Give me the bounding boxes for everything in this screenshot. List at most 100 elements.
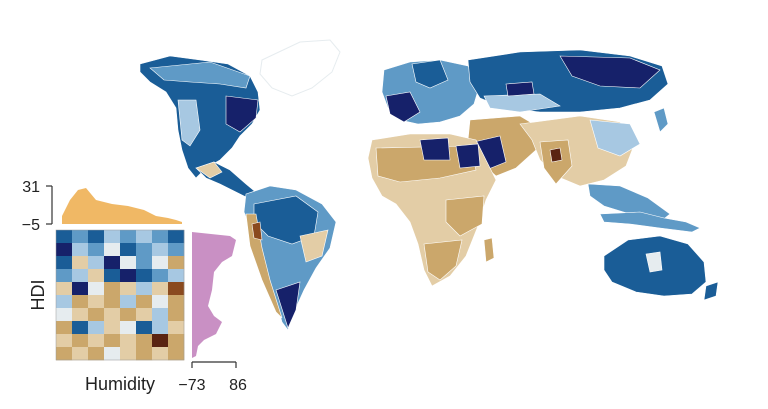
y-axis-label: HDI [28, 280, 48, 311]
grid-cell [56, 256, 73, 270]
grid-cell [136, 256, 153, 270]
grid-cell [168, 347, 185, 361]
grid-cell [72, 282, 89, 296]
brazil-east-band [299, 229, 329, 263]
southern-cone-band [275, 281, 301, 329]
grid-cell [168, 282, 185, 296]
top-histogram [62, 188, 182, 224]
grid-cell [120, 282, 137, 296]
grid-cell [72, 347, 89, 361]
grid-cell [88, 347, 105, 361]
right-histogram-max-label: 86 [229, 377, 247, 394]
grid-cell [72, 308, 89, 322]
siberia-dark-band [559, 55, 661, 89]
grid-cell [152, 282, 169, 296]
grid-cell [136, 308, 153, 322]
grid-cell [136, 334, 153, 348]
grid-cell [168, 321, 185, 335]
grid-cell [120, 334, 137, 348]
grid-cell [104, 256, 121, 270]
north-america-region [139, 55, 261, 179]
grid-cell [56, 308, 73, 322]
grid-cell [72, 230, 89, 244]
australia-pale-spot [645, 251, 663, 273]
japan-region [653, 107, 669, 133]
grid-cell [120, 243, 137, 257]
top-histogram-max-label: 31 [22, 179, 40, 196]
grid-cell [88, 243, 105, 257]
grid-cell [72, 334, 89, 348]
grid-cell [104, 282, 121, 296]
grid-cell [136, 282, 153, 296]
bivariate-grid [56, 230, 185, 361]
grid-cell [152, 347, 169, 361]
grid-cell [88, 256, 105, 270]
grid-cell [136, 243, 153, 257]
bivariate-legend: 31 −5 −73 86 Humidity HDI [22, 179, 247, 394]
north-america-east-band [225, 95, 259, 133]
grid-cell [168, 256, 185, 270]
grid-cell [168, 308, 185, 322]
grid-cell [56, 243, 73, 257]
north-america-west-band [177, 99, 201, 147]
grid-cell [120, 269, 137, 283]
grid-cell [88, 230, 105, 244]
grid-cell [88, 295, 105, 309]
right-histogram [192, 232, 236, 358]
grid-cell [72, 295, 89, 309]
grid-cell [120, 321, 137, 335]
grid-cell [136, 347, 153, 361]
east-asia-band [589, 119, 641, 157]
right-histogram-min-label: −73 [178, 377, 205, 394]
grid-cell [56, 295, 73, 309]
grid-cell [56, 321, 73, 335]
libya-dark-band [419, 137, 451, 161]
grid-cell [152, 243, 169, 257]
grid-cell [56, 269, 73, 283]
grid-cell [104, 230, 121, 244]
grid-cell [104, 295, 121, 309]
grid-cell [72, 256, 89, 270]
grid-cell [56, 334, 73, 348]
grid-cell [168, 230, 185, 244]
new-zealand-region [703, 281, 719, 301]
top-histogram-min-label: −5 [22, 217, 40, 234]
grid-cell [72, 243, 89, 257]
grid-cell [136, 321, 153, 335]
grid-cell [104, 269, 121, 283]
grid-cell [152, 308, 169, 322]
grid-cell [168, 295, 185, 309]
india-band [539, 139, 573, 185]
russia-dark-spot [505, 81, 535, 97]
grid-cell [56, 282, 73, 296]
grid-cell [104, 321, 121, 335]
mexico-band [195, 161, 223, 179]
grid-cell [120, 295, 137, 309]
grid-cell [88, 269, 105, 283]
grid-cell [136, 295, 153, 309]
grid-cell [168, 243, 185, 257]
grid-cell [152, 256, 169, 270]
grid-cell [104, 243, 121, 257]
indonesia-region [599, 211, 701, 233]
grid-cell [168, 269, 185, 283]
grid-cell [72, 321, 89, 335]
x-axis-label: Humidity [85, 374, 155, 394]
north-america-north-band [149, 61, 251, 89]
andes-brown-spot [251, 221, 263, 241]
grid-cell [88, 334, 105, 348]
grid-cell [152, 295, 169, 309]
greenland-region [259, 39, 341, 97]
grid-cell [56, 347, 73, 361]
grid-cell [152, 334, 169, 348]
grid-cell [168, 334, 185, 348]
southern-africa-band [423, 239, 463, 281]
grid-cell [88, 308, 105, 322]
grid-cell [56, 230, 73, 244]
europe-west-band [385, 91, 421, 123]
grid-cell [136, 269, 153, 283]
grid-cell [120, 256, 137, 270]
india-dark-spot [549, 147, 563, 163]
world-map [139, 39, 719, 331]
